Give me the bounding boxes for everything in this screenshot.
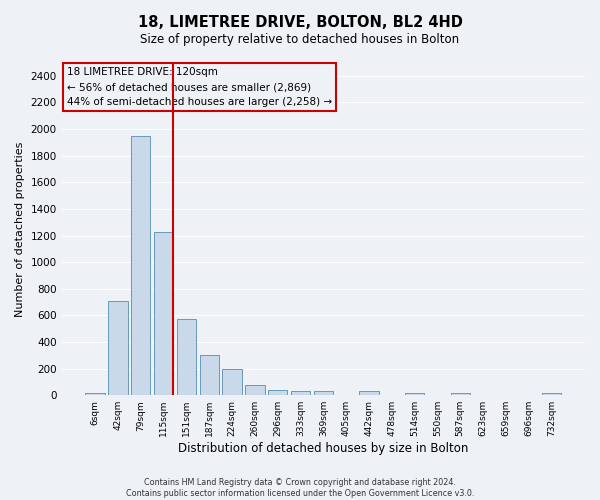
Text: 18 LIMETREE DRIVE: 120sqm
← 56% of detached houses are smaller (2,869)
44% of se: 18 LIMETREE DRIVE: 120sqm ← 56% of detac… <box>67 68 332 107</box>
Bar <box>451 393 470 395</box>
Bar <box>291 392 310 395</box>
Bar <box>223 368 242 395</box>
Text: 18, LIMETREE DRIVE, BOLTON, BL2 4HD: 18, LIMETREE DRIVE, BOLTON, BL2 4HD <box>137 15 463 30</box>
X-axis label: Distribution of detached houses by size in Bolton: Distribution of detached houses by size … <box>178 442 469 455</box>
Text: Size of property relative to detached houses in Bolton: Size of property relative to detached ho… <box>140 32 460 46</box>
Bar <box>314 392 333 395</box>
Text: Contains HM Land Registry data © Crown copyright and database right 2024.
Contai: Contains HM Land Registry data © Crown c… <box>126 478 474 498</box>
Bar <box>154 232 173 395</box>
Bar <box>131 136 151 395</box>
Y-axis label: Number of detached properties: Number of detached properties <box>15 141 25 316</box>
Bar <box>245 385 265 395</box>
Bar <box>108 300 128 395</box>
Bar <box>359 392 379 395</box>
Bar <box>177 318 196 395</box>
Bar <box>542 393 561 395</box>
Bar <box>200 354 219 395</box>
Bar <box>85 393 105 395</box>
Bar <box>268 390 287 395</box>
Bar <box>405 393 424 395</box>
